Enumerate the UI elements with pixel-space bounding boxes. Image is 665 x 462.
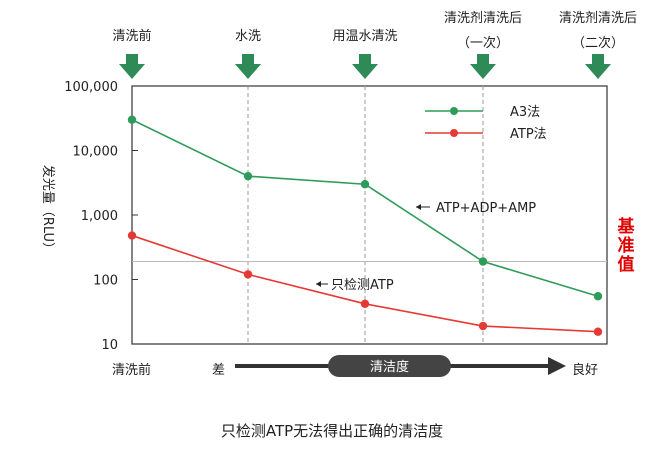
stage-label: 用温水清洗 [332,29,397,44]
y-tick-label: 10,000 [73,145,119,160]
annotation-a3-arrowhead [416,204,421,210]
x-good-label: 良好 [572,362,598,378]
series-atp-point [243,270,253,279]
stage-arrows [119,54,611,79]
legend-atp-label: ATP法 [510,127,547,142]
series-atp-point [360,299,370,309]
cleanliness-arrowhead [548,357,566,375]
series-atp-point [478,321,488,331]
annotation-a3-text: ATP+ADP+AMP [436,201,536,216]
annotation-atp: 只检测ATP [316,278,394,293]
stage-labels: 清洗前 水洗 用温水清洗 清洗剂清洗后 （一次） 清洗剂清洗后 （二次） [112,11,637,51]
y-tick-label: 100 [93,274,118,289]
series-a3-point [593,292,603,301]
stage-down-arrow [585,54,611,79]
y-axis-label-text: 发光量（RLU） [40,165,56,255]
y-tick-label: 10 [101,338,118,353]
stage-label: 清洗剂清洗后 [444,11,522,26]
stage-down-arrow [119,54,145,79]
y-tick-label: 1,000 [81,209,118,224]
y-axis-ticks: 100,000 10,000 1,000 100 10 [64,80,138,353]
stage-lines [247,86,484,344]
stage-sublabel: （一次） [457,35,509,51]
cleanliness-pill-label: 清洁度 [370,359,409,375]
stage-down-arrow [470,54,496,79]
stage-label: 水洗 [235,29,261,44]
stage-sublabel: （二次） [572,35,624,51]
series-a3-point [127,115,137,124]
series-a3-point [478,257,488,266]
series-group [127,115,603,336]
series-atp-point [127,231,137,240]
annotation-a3: ATP+ADP+AMP [416,201,536,216]
legend-a3-marker [450,107,458,115]
x-bad-label: 差 [212,363,225,378]
threshold-label-char: 基 [617,216,636,237]
series-a3-point [243,171,253,181]
series-a3-point [360,180,370,189]
threshold-label-char: 值 [618,254,635,275]
y-axis-label: 发光量（RLU） [40,165,56,255]
threshold-label-char: 准 [618,236,635,256]
stage-down-arrow [235,54,261,79]
stage-label: 清洗剂清洗后 [559,11,637,26]
legend-a3-label: A3法 [510,105,540,120]
annotation-atp-arrowhead [316,281,321,287]
legend-atp-marker [450,129,458,137]
cleanliness-pill [328,355,451,377]
threshold-label: 基准值 [617,216,636,275]
annotation-atp-text: 只检测ATP [331,278,394,293]
legend: A3法 ATP法 [425,105,547,142]
x-start-label: 清洗前 [112,362,151,378]
chart-title: 只检测ATP无法得出正确的清洁度 [221,422,443,440]
stage-label: 清洗前 [112,28,151,44]
series-atp-point [593,327,603,336]
y-tick-label: 100,000 [64,80,118,95]
stage-down-arrow [352,54,378,79]
